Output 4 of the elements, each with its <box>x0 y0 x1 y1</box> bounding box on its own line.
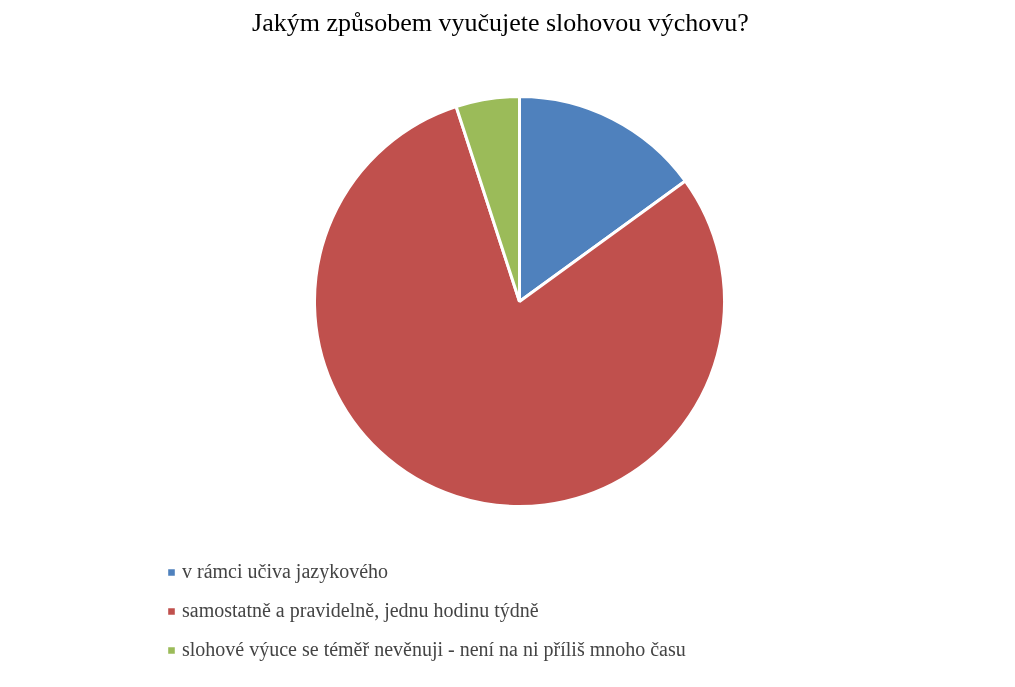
chart-title: Jakým způsobem vyučujete slohovou výchovu? <box>252 7 749 37</box>
legend-label: slohové výuce se téměř nevěnuji - není na ni příliš mnoho času <box>182 638 686 661</box>
legend-label: samostatně a pravidelně, jednu hodinu týdně <box>182 599 539 622</box>
legend-label: v rámci učiva jazykového <box>182 560 389 583</box>
